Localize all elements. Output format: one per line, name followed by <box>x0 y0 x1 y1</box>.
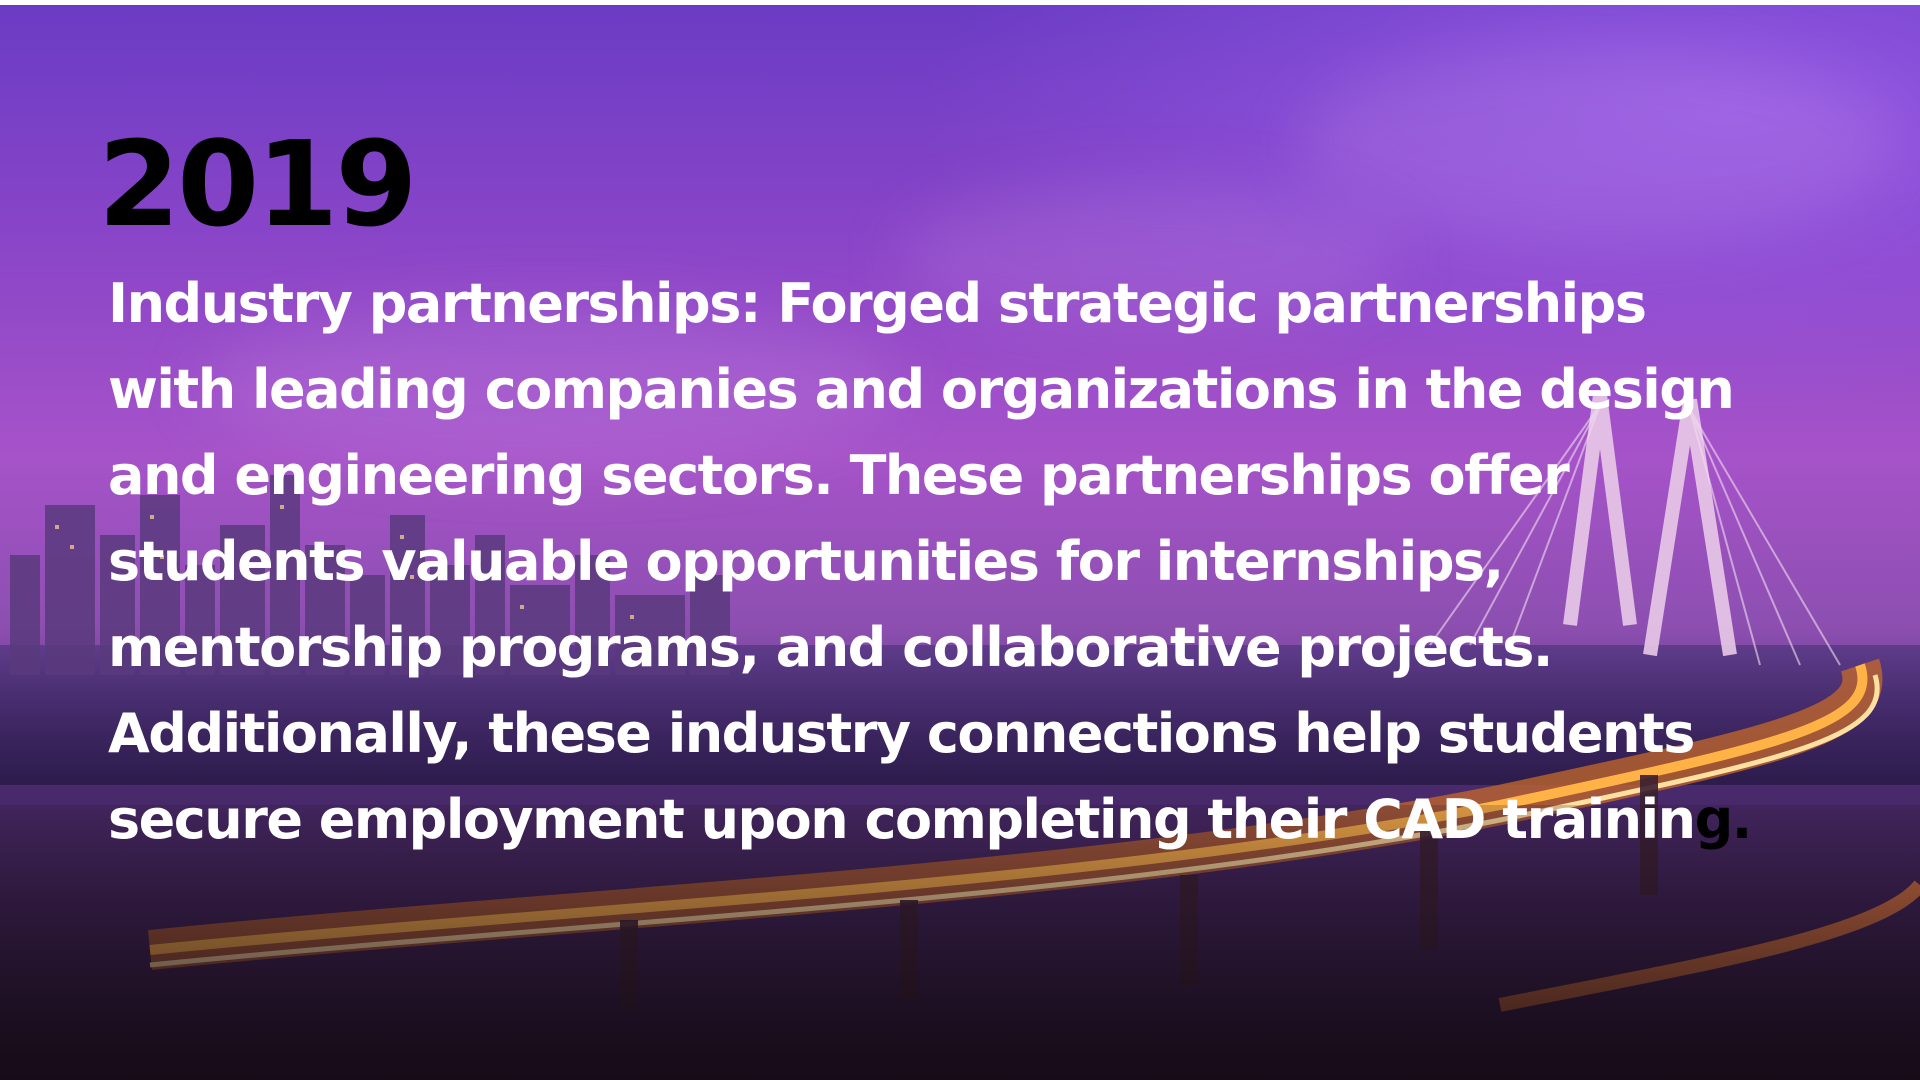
palm-trees-foreground <box>0 805 1920 1080</box>
description-line: with leading companies and organizations… <box>108 358 1735 421</box>
cloud <box>200 305 900 465</box>
description-line: Industry partnerships: Forged strategic … <box>108 272 1647 335</box>
cloud <box>900 185 1400 325</box>
description-line: Additionally, these industry connections… <box>108 702 1695 765</box>
description-line-tail: g. <box>1694 788 1753 851</box>
slide: 2019 Industry partnerships: Forged strat… <box>0 5 1920 1080</box>
year-heading: 2019 <box>98 115 417 253</box>
milestone-description: Industry partnerships: Forged strategic … <box>108 261 1868 863</box>
description-line: students valuable opportunities for inte… <box>108 530 1504 593</box>
cloud <box>1300 45 1900 245</box>
description-line-text: secure employment upon completing their … <box>108 788 1696 851</box>
description-line: mentorship programs, and collaborative p… <box>108 616 1553 679</box>
description-line: secure employment upon completing their … <box>108 788 1753 851</box>
description-line: and engineering sectors. These partnersh… <box>108 444 1570 507</box>
city-skyline <box>10 475 730 675</box>
